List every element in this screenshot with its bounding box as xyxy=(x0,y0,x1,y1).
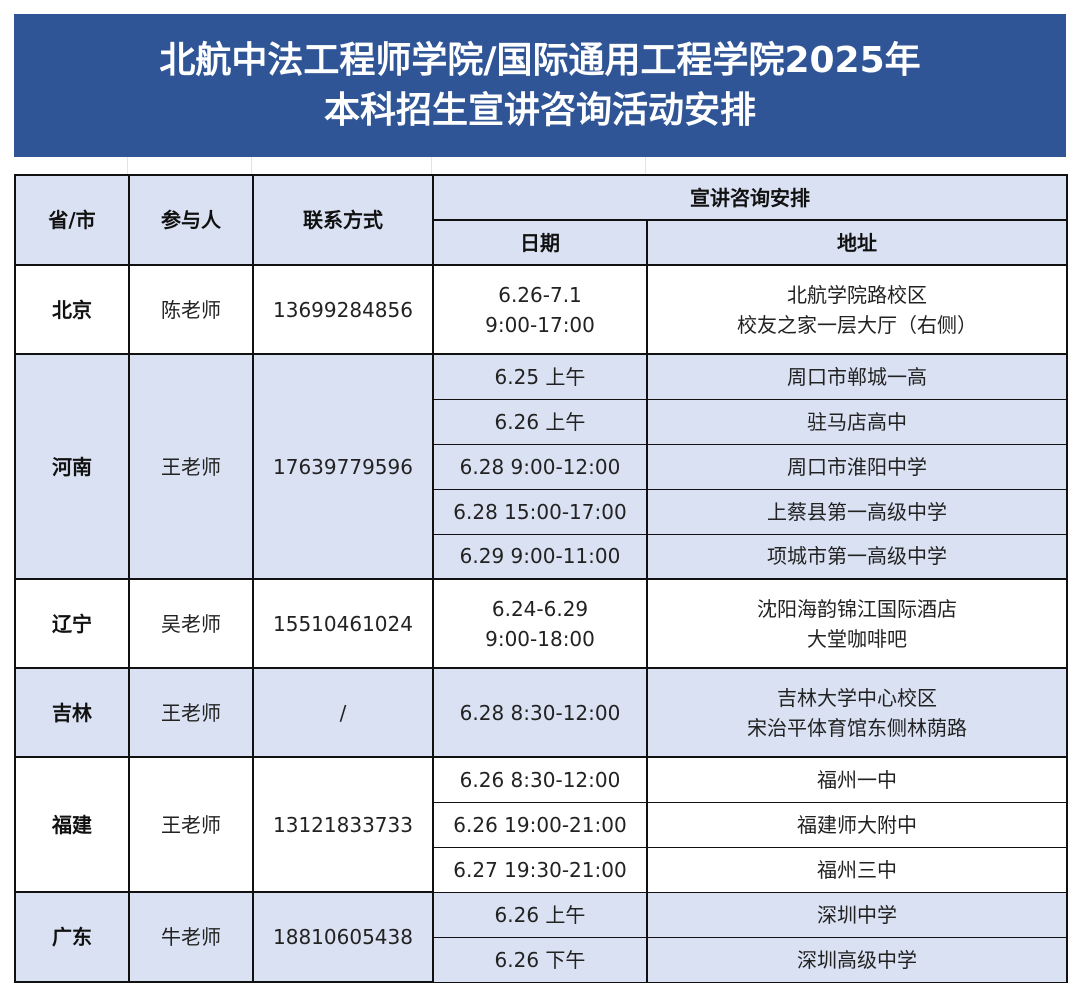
person-cell: 牛老师 xyxy=(128,891,254,983)
date-line: 6.28 9:00-12:00 xyxy=(459,454,621,479)
date-cell: 6.28 8:30-12:00 xyxy=(432,667,648,758)
header-province: 省/市 xyxy=(14,174,130,266)
address-line: 大堂咖啡吧 xyxy=(807,626,907,651)
contact-cell: 18810605438 xyxy=(252,891,434,983)
header-date: 日期 xyxy=(432,219,648,266)
table-row: 6.29 9:00-11:00 项城市第一高级中学 xyxy=(15,533,1068,580)
address-line: 深圳高级中学 xyxy=(797,947,917,972)
province-cell: 河南 xyxy=(14,353,130,580)
date-line: 6.26 下午 xyxy=(494,947,586,972)
date-line: 6.27 19:30-21:00 xyxy=(453,857,627,882)
date-cell: 6.28 15:00-17:00 xyxy=(432,488,648,535)
table-row: 吉林 王老师/ 6.28 8:30-12:00 吉林大学中心校区宋治平体育馆东侧林荫路 xyxy=(14,667,1068,758)
header-schedule: 宣讲咨询安排 xyxy=(432,174,1068,221)
address-line: 沈阳海韵锦江国际酒店 xyxy=(757,596,957,621)
address-line: 北航学院路校区 xyxy=(787,282,927,307)
spacer-row xyxy=(14,157,1066,174)
address-cell: 吉林大学中心校区宋治平体育馆东侧林荫路 xyxy=(646,667,1068,758)
address-line: 深圳中学 xyxy=(817,902,897,927)
province-cell: 吉林 xyxy=(14,667,130,758)
address-cell: 上蔡县第一高级中学 xyxy=(646,488,1068,535)
table-row: 6.27 19:30-21:00 福州三中 xyxy=(15,846,1068,893)
date-line: 9:00-18:00 xyxy=(485,626,595,651)
table-row: 6.26 上午 驻马店高中 xyxy=(15,398,1068,445)
table-row: 福建 王老师 13121833733 6.26 8:30-12:00 福州一中 xyxy=(14,756,1068,893)
date-cell: 6.26 上午 xyxy=(432,891,648,938)
table-row: 辽宁 吴老师 15510461024 6.24-6.29 9:00-18:00 沈阳海韵锦… xyxy=(14,578,1068,669)
table-row: 6.28 9:00-12:00 周口市淮阳中学 xyxy=(15,443,1068,490)
table-row: 北京 陈老师 13699284856 6.26-7.1 9:00-17:00 北航学院路校… xyxy=(14,264,1068,355)
date-cell: 6.26 上午 xyxy=(432,398,648,445)
date-cell: 6.25 上午 xyxy=(432,353,648,400)
date-line: 6.24-6.29 xyxy=(491,596,589,621)
header-person: 参与人 xyxy=(128,174,254,266)
address-cell: 福州三中 xyxy=(646,846,1068,893)
contact-cell: 13121833733 xyxy=(252,756,434,893)
header-contact: 联系方式 xyxy=(252,174,434,266)
person-cell: 王老师 xyxy=(128,667,254,758)
table-row: 6.26 下午 深圳高级中学 xyxy=(15,936,1068,983)
person-cell: 王老师 xyxy=(128,353,254,580)
date-cell: 6.24-6.29 9:00-18:00 xyxy=(432,578,648,669)
province-cell: 辽宁 xyxy=(14,578,130,669)
address-line: 福州一中 xyxy=(817,767,897,792)
date-cell: 6.28 9:00-12:00 xyxy=(432,443,648,490)
title-line-1: 北航中法工程师学院/国际通用工程学院2025年 xyxy=(159,39,921,81)
date-line: 6.25 上午 xyxy=(494,364,586,389)
address-line: 福州三中 xyxy=(817,857,897,882)
address-line: 项城市第一高级中学 xyxy=(767,544,947,569)
address-line: 驻马店高中 xyxy=(807,409,907,434)
address-line: 周口市郸城一高 xyxy=(787,364,927,389)
address-cell: 深圳高级中学 xyxy=(646,936,1068,983)
table-row: 6.26 19:00-21:00 福建师大附中 xyxy=(15,801,1068,848)
schedule-table: 省/市 参与人 联系方式 宣讲咨询安排 日期 地址 北京 陈老师 136992848… xyxy=(14,174,1068,983)
person-cell: 王老师 xyxy=(128,756,254,893)
province-cell: 福建 xyxy=(14,756,130,893)
date-line: 6.28 15:00-17:00 xyxy=(453,499,627,524)
date-cell: 6.26 19:00-21:00 xyxy=(432,801,648,848)
date-line: 6.26 上午 xyxy=(494,409,586,434)
address-cell: 周口市郸城一高 xyxy=(646,353,1068,400)
address-cell: 北航学院路校区校友之家一层大厅（右侧） xyxy=(646,264,1068,355)
page-title: 北航中法工程师学院/国际通用工程学院2025年 本科招生宣讲咨询活动安排 xyxy=(14,14,1066,157)
title-line-2: 本科招生宣讲咨询活动安排 xyxy=(323,89,756,131)
date-cell: 6.26 下午 xyxy=(432,936,648,983)
address-line: 上蔡县第一高级中学 xyxy=(767,499,947,524)
contact-cell: 13699284856 xyxy=(252,264,434,355)
province-cell: 广东 xyxy=(14,891,130,983)
date-line: 9:00-17:00 xyxy=(485,312,595,337)
address-line: 校友之家一层大厅（右侧） xyxy=(737,312,977,337)
date-line: 6.26 8:30-12:00 xyxy=(459,767,621,792)
date-cell: 6.26-7.1 9:00-17:00 xyxy=(432,264,648,355)
address-cell: 沈阳海韵锦江国际酒店 大堂咖啡吧 xyxy=(646,578,1068,669)
table-row: 广东 牛老师 18810605438 6.26 上午 深圳中学 xyxy=(14,891,1068,983)
contact-cell: / xyxy=(252,667,434,758)
header-address: 地址 xyxy=(646,219,1068,266)
date-line: 6.28 8:30-12:00 xyxy=(459,700,621,725)
table-row: 河南 王老师 17639779596 6.25 上午 周口市郸城一高 xyxy=(14,353,1068,580)
date-cell: 6.29 9:00-11:00 xyxy=(432,533,648,580)
date-cell: 6.27 19:30-21:00 xyxy=(432,846,648,893)
date-line: 6.26 19:00-21:00 xyxy=(453,812,627,837)
address-cell: 周口市淮阳中学 xyxy=(646,443,1068,490)
table-row: 6.28 15:00-17:00 上蔡县第一高级中学 xyxy=(15,488,1068,535)
contact-cell: 15510461024 xyxy=(252,578,434,669)
date-line: 6.26-7.1 xyxy=(498,282,582,307)
address-cell: 驻马店高中 xyxy=(646,398,1068,445)
address-line: 吉林大学中心校区 xyxy=(777,685,937,710)
contact-cell: 17639779596 xyxy=(252,353,434,580)
person-cell: 吴老师 xyxy=(128,578,254,669)
address-cell: 福州一中 xyxy=(646,756,1068,803)
date-cell: 6.26 8:30-12:00 xyxy=(432,756,648,803)
date-line: 6.29 9:00-11:00 xyxy=(459,544,621,569)
address-cell: 深圳中学 xyxy=(646,891,1068,938)
address-line: 宋治平体育馆东侧林荫路 xyxy=(747,715,967,740)
province-cell: 北京 xyxy=(14,264,130,355)
address-cell: 福建师大附中 xyxy=(646,801,1068,848)
date-line: 6.26 上午 xyxy=(494,902,586,927)
person-cell: 陈老师 xyxy=(128,264,254,355)
address-line: 福建师大附中 xyxy=(797,812,917,837)
address-line: 周口市淮阳中学 xyxy=(787,454,927,479)
address-cell: 项城市第一高级中学 xyxy=(646,533,1068,580)
